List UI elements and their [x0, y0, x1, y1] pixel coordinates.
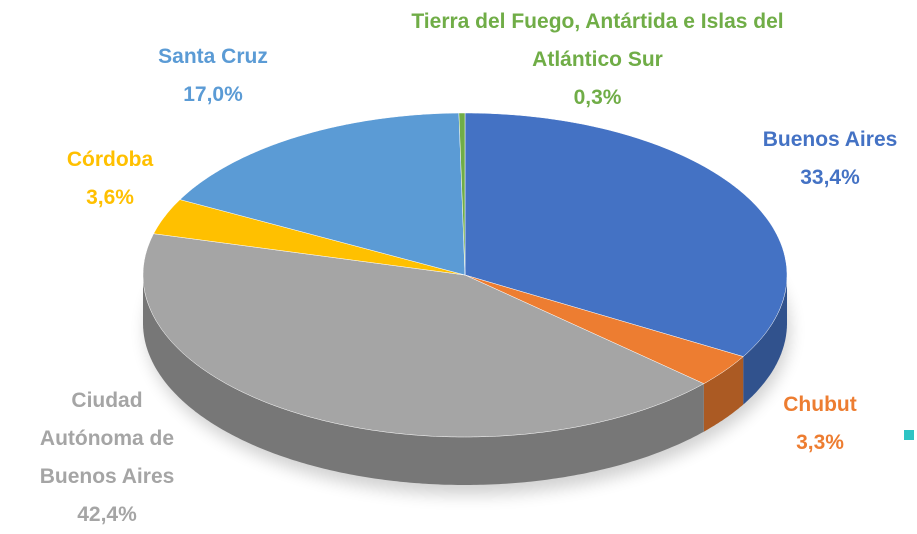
slice-side [703, 356, 744, 432]
slice-label: Ciudad Autónoma de Buenos Aires 42,4% [22, 382, 192, 534]
category-name: Chubut [783, 393, 857, 416]
legend-fragment [904, 430, 914, 440]
category-name: Córdoba [66, 148, 154, 171]
slice-label: Córdoba 3,6% [20, 141, 200, 217]
value-label: 3,3% [796, 431, 844, 454]
slice [464, 274, 744, 384]
category-name: Tierra del Fuego, Antártida e Islas del … [411, 10, 784, 71]
slice [142, 233, 705, 438]
slice [458, 112, 466, 276]
value-label: 33,4% [800, 166, 860, 189]
slice [464, 112, 788, 357]
slice-label: Santa Cruz 17,0% [113, 38, 313, 114]
value-label: 0,3% [573, 86, 622, 109]
page: Buenos Aires 33,4% Chubut 3,3% Ciudad Autóno… [20, 3, 917, 526]
value-label: 42,4% [77, 503, 137, 526]
slice-side [743, 275, 787, 405]
slice [153, 199, 466, 276]
slice-label: Chubut 3,3% [730, 386, 910, 462]
value-label: 17,0% [183, 83, 243, 106]
slice-label: Tierra del Fuego, Antártida e Islas del … [405, 3, 790, 117]
slice-side [143, 275, 704, 485]
category-name: Santa Cruz [158, 45, 268, 68]
category-name: Ciudad Autónoma de Buenos Aires [39, 389, 175, 488]
chart [142, 112, 914, 495]
slice-label: Buenos Aires 33,4% [740, 121, 917, 197]
slice [179, 112, 466, 276]
category-name: Buenos Aires [762, 128, 898, 151]
value-label: 3,6% [86, 186, 134, 209]
